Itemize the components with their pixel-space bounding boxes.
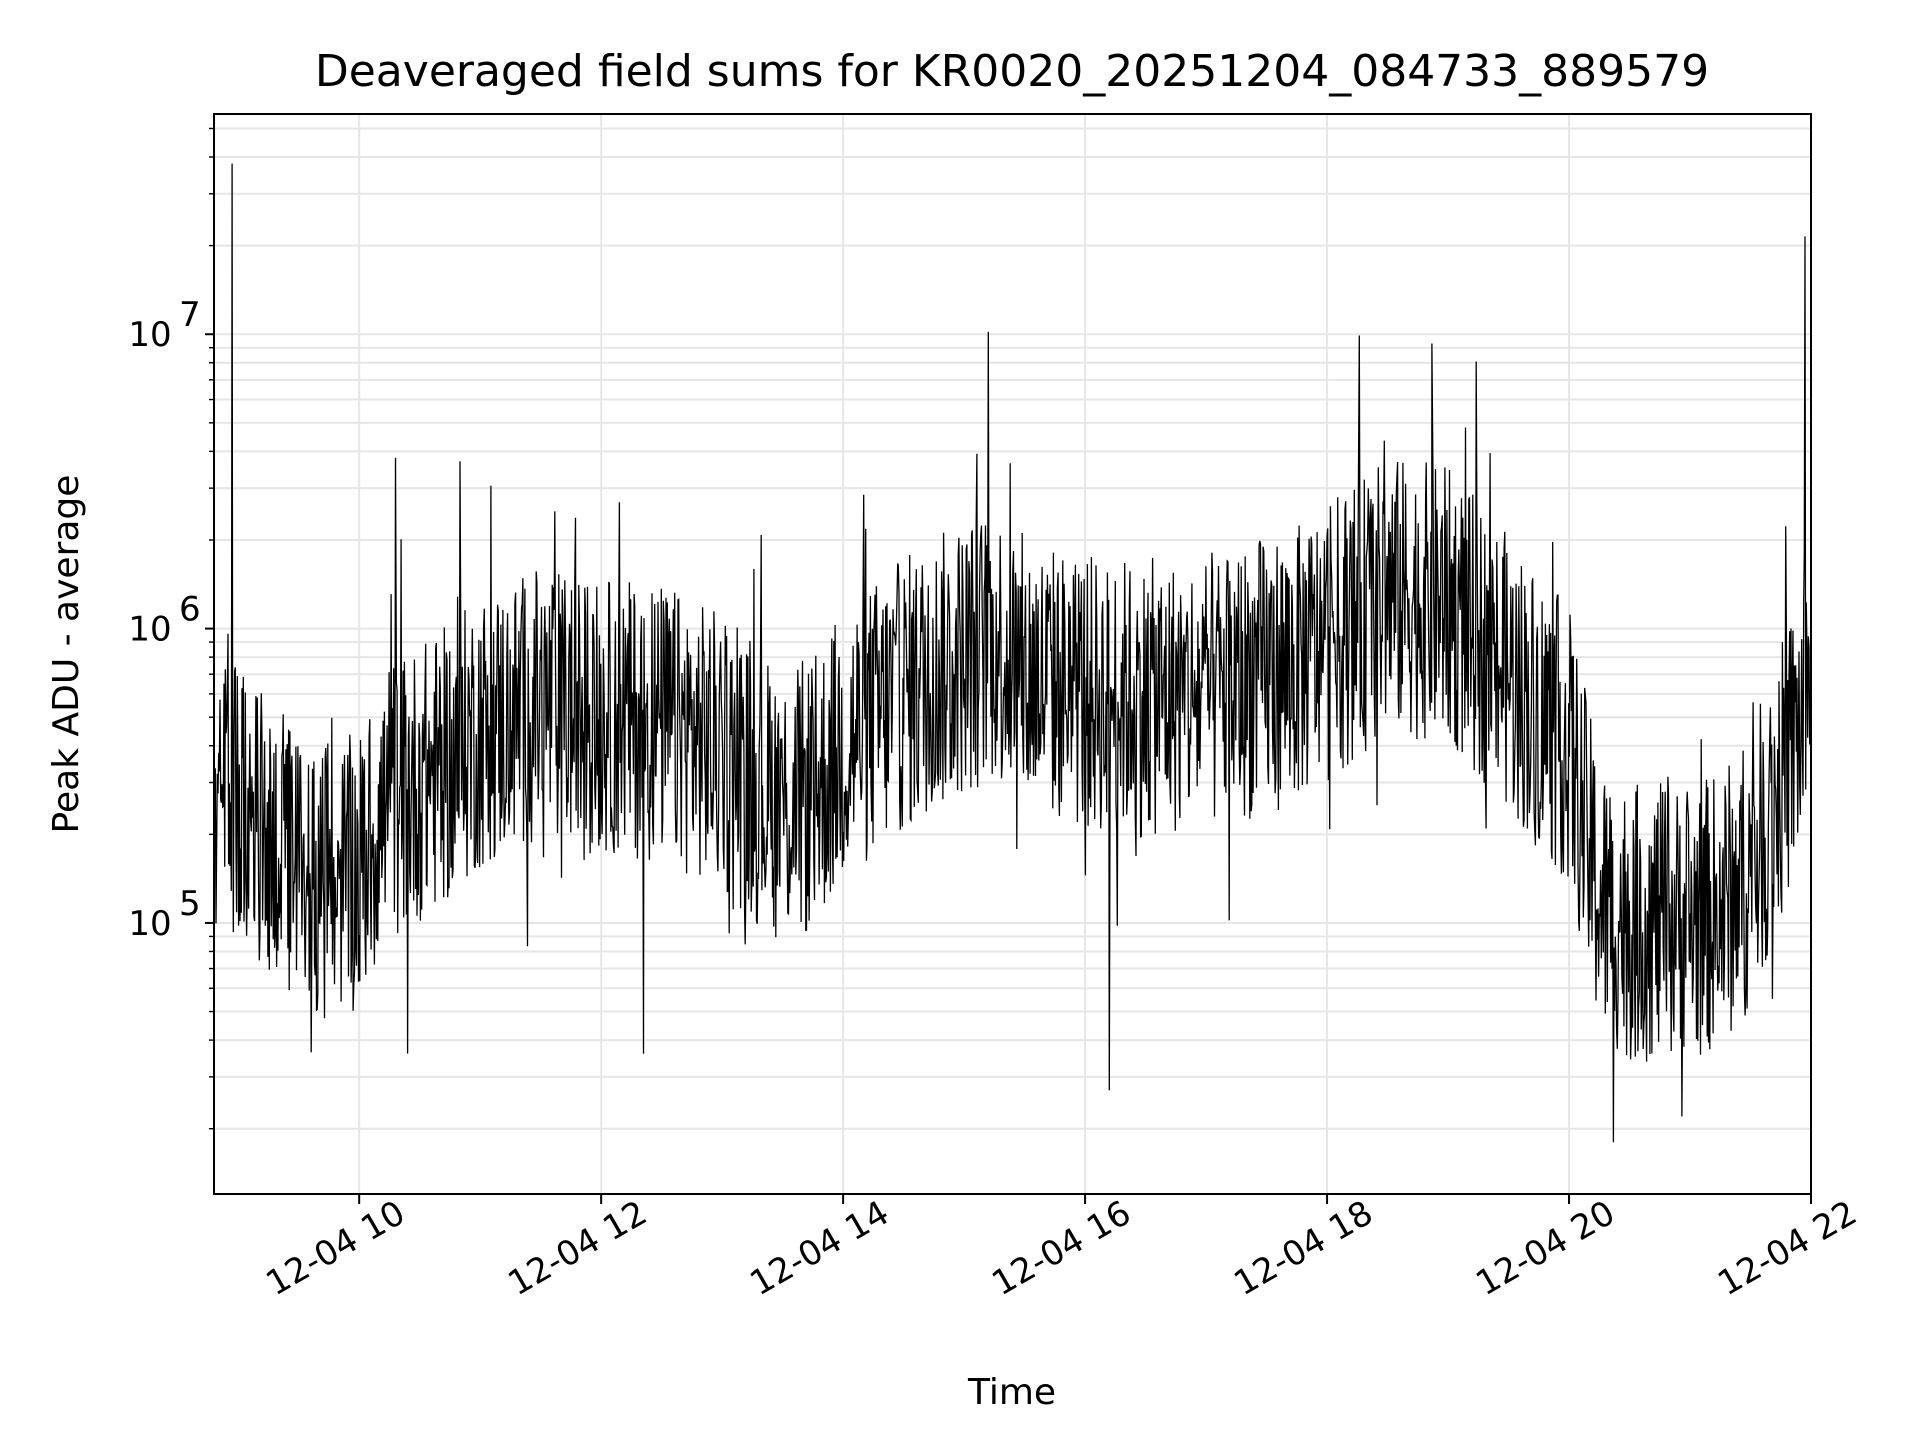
y-tick-exponent: 7 xyxy=(179,295,201,335)
x-axis-label: Time xyxy=(967,1372,1056,1413)
y-axis-label: Peak ADU - average xyxy=(46,475,87,834)
y-tick-exponent: 5 xyxy=(179,884,201,924)
data-series-line xyxy=(213,163,1812,1143)
chart-title: Deaveraged field sums for KR0020_2025120… xyxy=(315,46,1709,97)
y-tick-label: 10 xyxy=(128,610,171,650)
y-tick-label: 10 xyxy=(128,904,171,944)
y-tick-exponent: 6 xyxy=(179,590,201,630)
plot-frame xyxy=(213,113,1812,1195)
y-tick-label: 10 xyxy=(128,315,171,355)
